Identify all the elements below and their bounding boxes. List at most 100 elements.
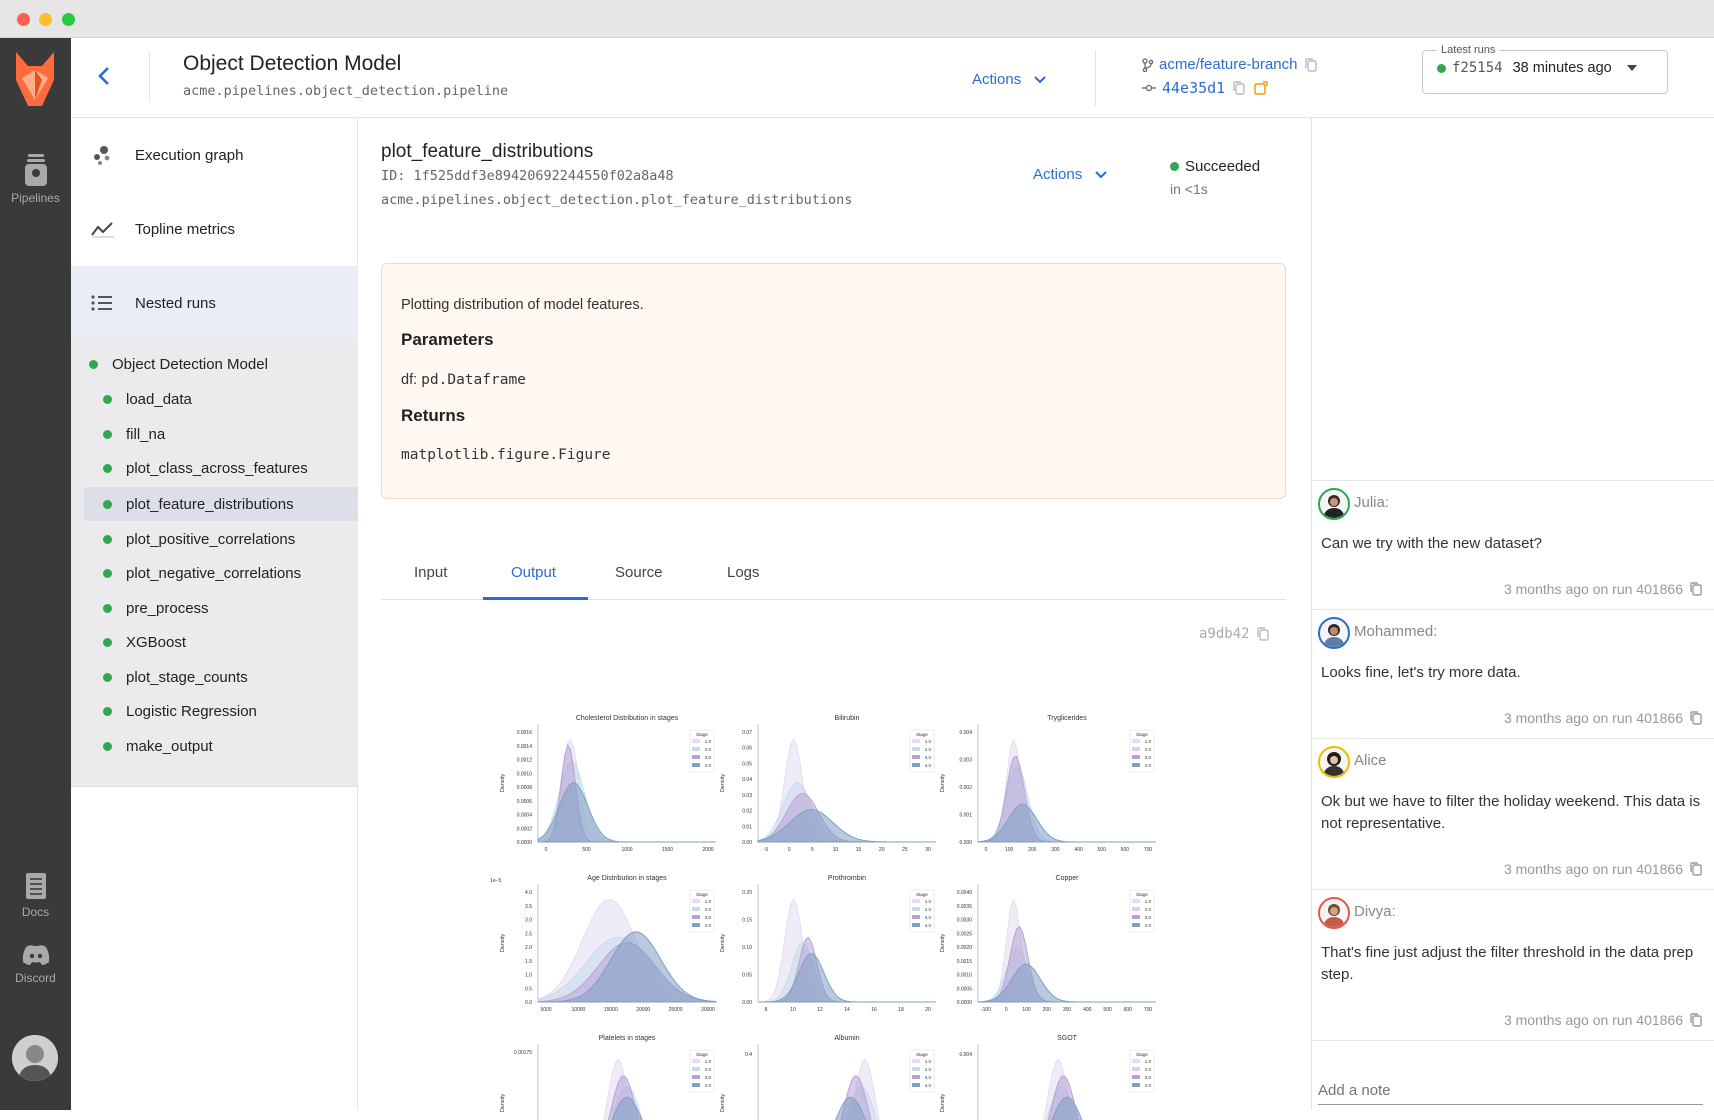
comment-meta[interactable]: 3 months ago on run 401866 xyxy=(1504,581,1703,597)
legend-item: 3.0 xyxy=(925,915,932,920)
legend-swatch xyxy=(692,755,700,759)
copy-icon[interactable] xyxy=(1304,57,1318,73)
legend-swatch xyxy=(912,1083,920,1087)
x-tick-label: 0 xyxy=(1005,1007,1008,1013)
x-tick-label: 1000 xyxy=(621,847,632,853)
tree-item-label: plot_stage_counts xyxy=(126,669,248,686)
nav-topline-metrics[interactable]: Topline metrics xyxy=(71,192,358,266)
rail-item-discord[interactable]: Discord xyxy=(0,944,71,985)
tree-item[interactable]: Logistic Regression xyxy=(103,696,358,726)
legend-item: 3.0 xyxy=(705,755,712,760)
tree-item[interactable]: pre_process xyxy=(103,593,358,623)
x-tick-label: 20 xyxy=(879,847,885,853)
y-tick-label: 0.0040 xyxy=(957,890,973,896)
run-actions-button[interactable]: Actions xyxy=(1033,166,1108,183)
artifact-id[interactable]: a9db42 xyxy=(1199,626,1270,642)
nav-nested-runs[interactable]: Nested runs xyxy=(71,266,358,340)
comment-meta[interactable]: 3 months ago on run 401866 xyxy=(1504,861,1703,877)
tree-item-label: plot_feature_distributions xyxy=(126,496,294,513)
tab-source[interactable]: Source xyxy=(615,564,663,581)
tree-item[interactable]: plot_class_across_features xyxy=(103,453,358,483)
zoom-window-button[interactable] xyxy=(62,13,75,26)
back-button[interactable] xyxy=(95,64,119,90)
legend-swatch xyxy=(692,1067,700,1071)
tree-item[interactable]: make_output xyxy=(103,731,358,761)
legend-title: Stage xyxy=(696,1052,708,1057)
fox-logo-icon[interactable] xyxy=(14,50,56,108)
comment: Divya: That's fine just adjust the filte… xyxy=(1312,889,1714,1040)
list-icon xyxy=(91,294,113,312)
tree-item[interactable]: plot_negative_correlations xyxy=(103,558,358,588)
x-tick-label: 16 xyxy=(871,1007,877,1013)
chevron-down-icon xyxy=(1033,75,1047,85)
y-axis-label: Density xyxy=(940,934,946,953)
kde-curve xyxy=(538,1097,716,1120)
y-tick-label: 4.0 xyxy=(525,890,532,896)
legend-swatch xyxy=(912,739,920,743)
tab-input[interactable]: Input xyxy=(414,564,447,581)
tab-output[interactable]: Output xyxy=(511,564,556,581)
close-window-button[interactable] xyxy=(17,13,30,26)
y-axis-label: Density xyxy=(500,934,506,953)
y-tick-label: 0.03 xyxy=(742,793,752,799)
legend-swatch xyxy=(912,763,920,767)
new-badge-icon[interactable] xyxy=(1254,81,1268,95)
subplot-title: Albumin xyxy=(834,1035,859,1042)
tree-item-selected[interactable]: plot_feature_distributions xyxy=(84,487,358,521)
y-tick-label: 3.0 xyxy=(525,918,532,924)
comment-meta[interactable]: 3 months ago on run 401866 xyxy=(1504,710,1703,726)
legend-swatch xyxy=(1132,923,1140,927)
execution-graph-icon xyxy=(91,144,113,166)
header-actions-button[interactable]: Actions xyxy=(972,71,1047,88)
window-titlebar xyxy=(0,0,1714,38)
rail-item-pipelines[interactable]: Pipelines xyxy=(0,154,71,205)
minimize-window-button[interactable] xyxy=(39,13,52,26)
commit-link[interactable]: 44e35d1 xyxy=(1142,79,1268,97)
tree-item[interactable]: plot_positive_correlations xyxy=(103,524,358,554)
y-tick-label: 0.0025 xyxy=(957,931,973,937)
x-tick-label: 400 xyxy=(1083,1007,1092,1013)
latest-runs-select[interactable]: Latest runs f25154 38 minutes ago xyxy=(1422,44,1668,94)
comment-author: Mohammed: xyxy=(1354,623,1437,640)
tree-item-root[interactable]: Object Detection Model xyxy=(89,349,358,379)
tree-item-label: XGBoost xyxy=(126,634,186,651)
page-header: Object Detection Model acme.pipelines.ob… xyxy=(71,38,1714,118)
legend-item: 3.0 xyxy=(925,1075,932,1080)
nav-execution-graph[interactable]: Execution graph xyxy=(71,118,358,192)
y-tick-label: 0.0 xyxy=(525,1000,532,1006)
tree-item[interactable]: plot_stage_counts xyxy=(103,662,358,692)
status-dot xyxy=(103,673,112,682)
y-axis-label: Density xyxy=(500,1094,506,1113)
rail-item-docs[interactable]: Docs xyxy=(0,872,71,919)
comment: Alice Ok but we have to filter the holid… xyxy=(1312,738,1714,889)
add-note-input[interactable] xyxy=(1318,1077,1703,1105)
comment-meta[interactable]: 3 months ago on run 401866 xyxy=(1504,1012,1703,1028)
legend-swatch xyxy=(912,747,920,751)
x-tick-label: 100 xyxy=(1005,847,1014,853)
legend-item: 4.0 xyxy=(1145,763,1152,768)
subplot-title: Prothrombin xyxy=(828,875,866,882)
y-tick-label: 0.15 xyxy=(742,918,752,924)
tree-item[interactable]: fill_na xyxy=(103,419,358,449)
branch-link[interactable]: acme/feature-branch xyxy=(1142,56,1318,73)
x-tick-label: 8 xyxy=(765,1007,768,1013)
tab-logs[interactable]: Logs xyxy=(727,564,760,581)
legend-swatch xyxy=(912,899,920,903)
legend-item: 2.0 xyxy=(925,1067,932,1072)
x-tick-label: 15000 xyxy=(604,1007,618,1013)
header-actions-label: Actions xyxy=(972,71,1021,88)
tree-item[interactable]: XGBoost xyxy=(103,627,358,657)
tree-item[interactable]: load_data xyxy=(103,384,358,414)
kde-curve xyxy=(758,1097,936,1120)
copy-icon[interactable] xyxy=(1256,626,1270,642)
y-tick-label: 0.0016 xyxy=(517,730,533,736)
doc-param: df: pd.Dataframe xyxy=(401,372,526,388)
subplot-title: SGOT xyxy=(1057,1035,1078,1042)
subplot: Cholesterol Distribution in stagesDensit… xyxy=(500,715,716,853)
copy-icon[interactable] xyxy=(1232,80,1246,96)
run-name: plot_feature_distributions xyxy=(381,141,593,163)
legend-swatch xyxy=(1132,739,1140,743)
legend-item: 3.0 xyxy=(1145,1075,1152,1080)
user-avatar[interactable] xyxy=(12,1035,58,1081)
legend-item: 4.0 xyxy=(705,1083,712,1088)
